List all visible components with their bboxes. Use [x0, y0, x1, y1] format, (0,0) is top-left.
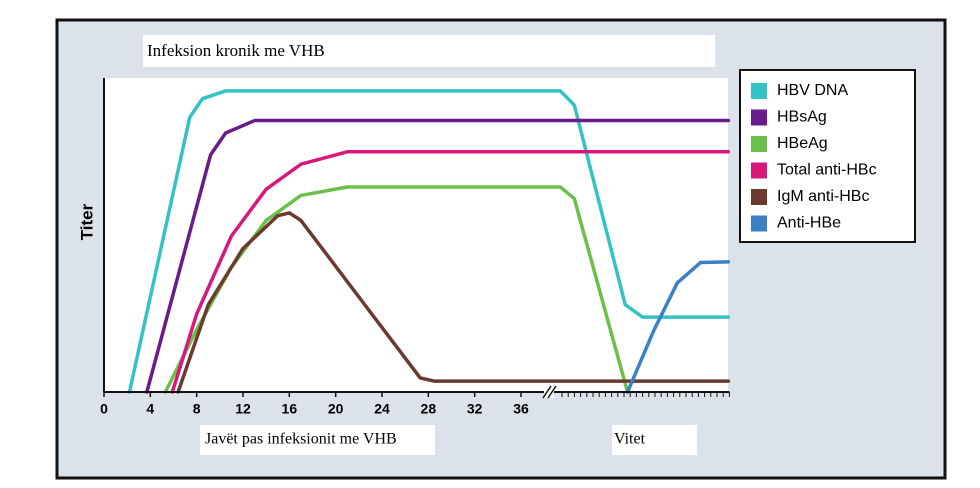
chart-title: Infeksion kronik me VHB: [147, 41, 325, 60]
x-tick-label: 32: [467, 401, 483, 417]
series-line: [176, 211, 731, 394]
y-axis-label: Titer: [77, 203, 96, 240]
x-axis-label: Javët pas infeksionit me VHB: [205, 431, 397, 448]
legend-swatch: [751, 162, 767, 179]
x2-axis-label: Vitet: [614, 431, 646, 448]
legend: [739, 69, 916, 243]
legend-label: Total anti-HBc: [777, 162, 877, 179]
series-line: [625, 260, 731, 394]
legend-label: IgM anti-HBc: [777, 188, 869, 205]
axis-break: [547, 385, 557, 399]
legend-swatch: [751, 83, 767, 99]
legend-swatch: [751, 215, 767, 232]
x-tick-label: 0: [100, 401, 108, 417]
plot-area: [104, 78, 728, 392]
legend-label: Anti-HBe: [777, 215, 841, 232]
axis-break-gap: [544, 386, 554, 398]
title-box: [143, 35, 715, 67]
series-line: [170, 150, 731, 394]
legend-label: HBeAg: [777, 135, 828, 152]
x-tick-label: 36: [513, 401, 529, 417]
legend-label: HBV DNA: [777, 82, 848, 99]
x-tick-label: 16: [282, 401, 298, 417]
series-line: [145, 118, 731, 394]
series-line: [127, 89, 731, 394]
x-tick-label: 4: [146, 401, 154, 417]
x-tick-label: 12: [235, 401, 251, 417]
x-tick-label: 20: [328, 401, 344, 417]
x-label-box: [200, 425, 435, 455]
x-tick-label: 8: [193, 401, 201, 417]
legend-label: HBsAg: [777, 109, 827, 126]
axis-break: [542, 385, 552, 399]
legend-swatch: [751, 109, 767, 126]
x-tick-label: 24: [374, 401, 390, 417]
x2-label-box: [612, 425, 697, 455]
legend-swatch: [751, 189, 767, 205]
x-tick-label: 28: [421, 401, 437, 417]
legend-swatch: [751, 136, 767, 152]
